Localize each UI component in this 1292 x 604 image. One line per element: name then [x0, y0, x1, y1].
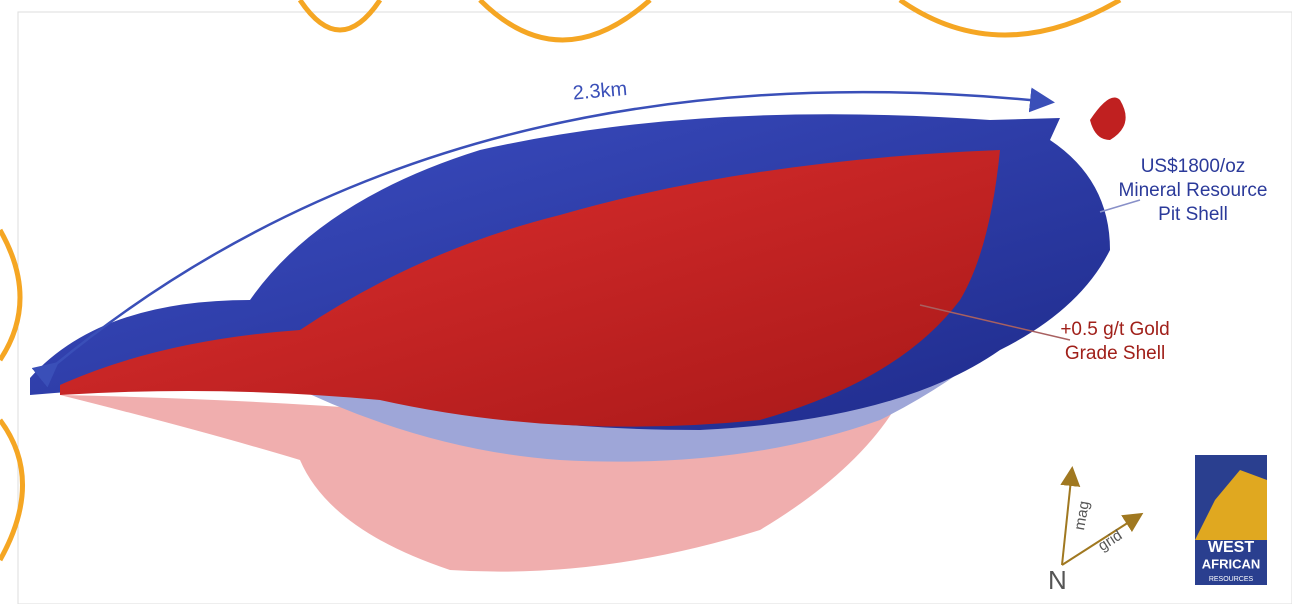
dimension-arrow [31, 87, 1055, 388]
dimension-label: 2.3km [572, 78, 628, 105]
arc [0, 418, 25, 562]
label-line: Grade Shell [1065, 343, 1165, 364]
label-line: Mineral Resource [1119, 180, 1268, 201]
label-line: US$1800/oz [1141, 156, 1246, 177]
pit-shell-label: US$1800/oz Mineral Resource Pit Shell [1119, 156, 1268, 225]
logo-mountain [1195, 470, 1267, 540]
label-line: +0.5 g/t Gold [1060, 319, 1169, 340]
grade-shell-satellite [1090, 97, 1126, 140]
leader-line [1099, 199, 1141, 213]
mag-arrow [1060, 466, 1081, 566]
grade-shell-label: +0.5 g/t Gold Grade Shell [1060, 319, 1169, 364]
logo-text: WEST [1208, 539, 1254, 556]
arc [898, 0, 1122, 38]
decor-arcs [0, 0, 1122, 562]
north-arrow: mag grid N [1048, 466, 1144, 595]
north-label: N [1048, 565, 1067, 595]
arc [297, 0, 383, 33]
logo-text: AFRICAN [1202, 556, 1261, 571]
arc [0, 228, 23, 362]
arc [478, 0, 652, 43]
leader-line [919, 304, 1071, 341]
grid-arrow [1061, 512, 1144, 566]
logo-text: RESOURCES [1209, 576, 1254, 583]
mag-label: mag [1071, 500, 1093, 532]
label-line: Pit Shell [1158, 204, 1228, 225]
logo: WEST AFRICAN RESOURCES [1195, 455, 1267, 585]
